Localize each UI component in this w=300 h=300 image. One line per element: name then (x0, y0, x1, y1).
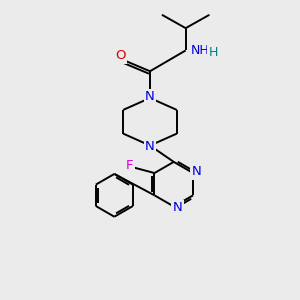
Text: F: F (125, 159, 133, 172)
Text: NH: NH (191, 44, 210, 57)
Text: N: N (172, 202, 182, 214)
Text: H: H (209, 46, 218, 59)
Text: N: N (145, 140, 155, 153)
Text: N: N (145, 90, 155, 103)
Text: N: N (192, 165, 202, 178)
Text: O: O (115, 49, 125, 62)
